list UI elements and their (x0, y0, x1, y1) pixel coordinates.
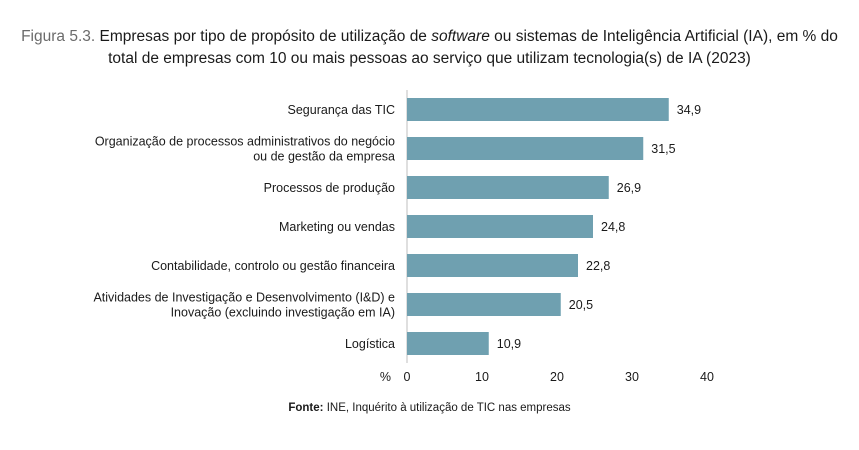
category-label: Atividades de Investigação e Desenvolvim… (93, 291, 395, 305)
category-label: Marketing ou vendas (279, 220, 395, 234)
bar (407, 332, 489, 355)
x-tick-label: 10 (475, 370, 489, 384)
data-label: 24,8 (601, 220, 625, 234)
data-label: 22,8 (586, 259, 610, 273)
source-text: INE, Inquérito à utilização de TIC nas e… (326, 402, 571, 414)
data-label: 26,9 (617, 181, 641, 195)
category-label: Logística (345, 337, 395, 351)
x-unit-label: % (380, 370, 391, 384)
chart-title-line-1: Figura 5.3. Empresas por tipo de propósi… (0, 26, 859, 48)
title-text-part-2: ou sistemas de Inteligência Artificial (… (494, 28, 838, 45)
x-tick-label: 40 (700, 370, 714, 384)
figure-label: Figura 5.3. (21, 28, 96, 45)
chart-title-line-2: total de empresas com 10 ou mais pessoas… (108, 50, 751, 67)
data-label: 10,9 (497, 337, 521, 351)
title-text-part-1: Empresas por tipo de propósito de utiliz… (99, 28, 427, 45)
bar (407, 293, 561, 316)
x-tick-label: 0 (404, 370, 411, 384)
category-label: Inovação (excluindo investigação em IA) (171, 306, 395, 320)
data-label: 31,5 (651, 142, 675, 156)
bar (407, 254, 578, 277)
bar (407, 176, 609, 199)
x-tick-label: 20 (550, 370, 564, 384)
title-italic-word: software (431, 28, 490, 45)
chart-title: Figura 5.3. Empresas por tipo de propósi… (0, 26, 859, 70)
bar (407, 215, 593, 238)
chart-source: Fonte: INE, Inquérito à utilização de TI… (0, 402, 859, 414)
category-label: Processos de produção (264, 181, 395, 195)
x-tick-label: 30 (625, 370, 639, 384)
source-label: Fonte: (288, 402, 324, 414)
data-label: 34,9 (677, 103, 701, 117)
bar (407, 137, 644, 160)
category-label: ou de gestão da empresa (253, 150, 395, 164)
category-label: Organização de processos administrativos… (95, 135, 395, 149)
bar (407, 98, 669, 121)
category-label: Contabilidade, controlo ou gestão financ… (151, 259, 395, 273)
category-label: Segurança das TIC (288, 103, 395, 117)
data-label: 20,5 (569, 298, 593, 312)
